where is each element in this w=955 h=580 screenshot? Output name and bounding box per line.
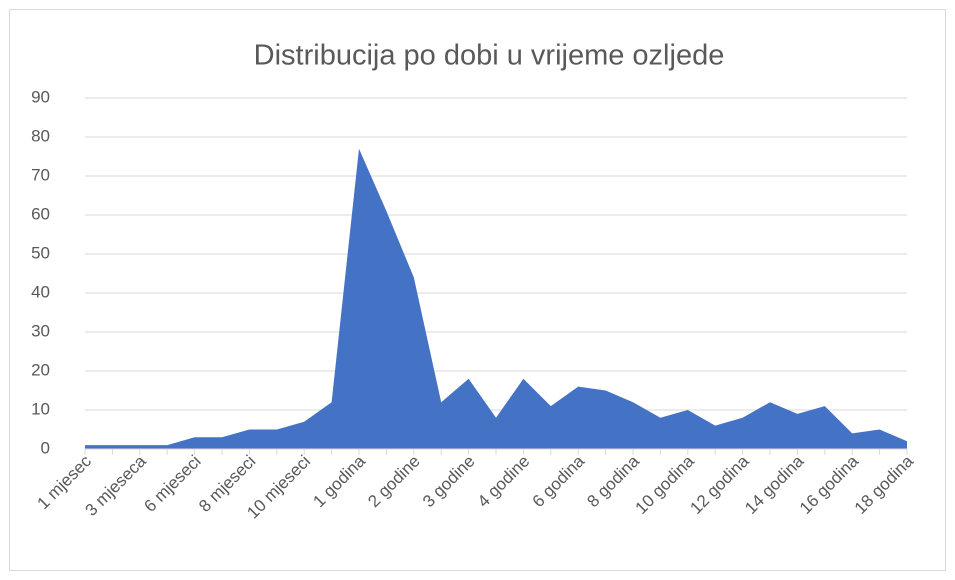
y-tick-label: 80 (31, 126, 50, 145)
y-tick-label: 30 (31, 321, 50, 340)
y-tick-label: 60 (31, 204, 50, 223)
y-tick-label: 40 (31, 282, 50, 301)
y-tick-label: 70 (31, 165, 50, 184)
y-tick-label: 20 (31, 360, 50, 379)
y-tick-label: 10 (31, 399, 50, 418)
chart-title: Distribucija po dobi u vrijeme ozljede (254, 40, 725, 72)
y-tick-label: 50 (31, 243, 50, 262)
chart-frame (9, 9, 946, 571)
y-tick-label: 90 (31, 87, 50, 106)
y-tick-label: 0 (41, 438, 50, 457)
area (85, 148, 907, 449)
